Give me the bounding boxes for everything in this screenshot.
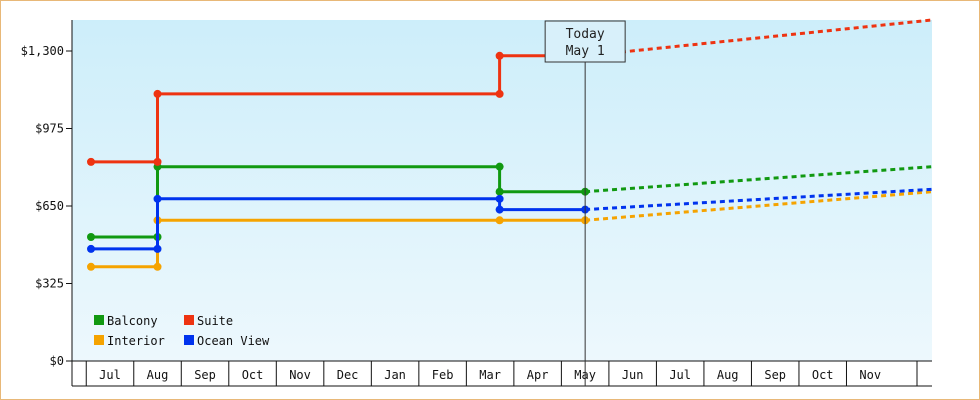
data-point (495, 216, 504, 225)
legend-item: Ocean View (184, 334, 270, 348)
legend-item: Balcony (94, 314, 158, 328)
series-line (91, 54, 586, 164)
legend-label: Interior (107, 334, 165, 348)
series-forecast-line (585, 187, 933, 212)
series-line (91, 197, 586, 251)
x-tick-label: Nov (859, 368, 881, 382)
axes-layer: $0 $325 $650 $975 $1,300 Jul Aug Sep Oct Nov Dec Ja… (21, 20, 932, 387)
x-tick-label: Aug (717, 368, 739, 382)
x-tick-label: Mar (479, 368, 501, 382)
series-layer (87, 18, 933, 271)
data-point (153, 244, 162, 253)
data-point (495, 187, 504, 196)
data-point (87, 233, 95, 241)
x-tick-label: Jul (669, 368, 691, 382)
legend-label: Balcony (107, 314, 158, 328)
series-line (91, 165, 586, 239)
data-point (495, 51, 504, 60)
data-point (153, 157, 162, 166)
x-tick-label: Oct (812, 368, 834, 382)
x-tick-label: Feb (432, 368, 454, 382)
x-tick-label: Dec (337, 368, 359, 382)
legend-item: Suite (184, 314, 233, 328)
series-forecast-line (584, 18, 933, 58)
series-suite (87, 18, 933, 166)
data-point (153, 89, 162, 98)
today-marker: Today May 1 (544, 20, 626, 386)
x-tick-label: Nov (289, 368, 311, 382)
data-point (495, 194, 504, 203)
x-tick-label: Apr (527, 368, 549, 382)
data-point (153, 262, 162, 271)
data-point (495, 162, 504, 171)
x-tick-label: Jul (99, 368, 121, 382)
y-tick-label: $1,300 (21, 44, 64, 58)
today-label: Today (566, 27, 605, 42)
series-ocean-view (87, 187, 933, 253)
x-tick-label: Sep (764, 368, 786, 382)
x-tick-label: Sep (194, 368, 216, 382)
today-date: May 1 (566, 44, 605, 59)
series-forecast-line (584, 165, 933, 194)
y-tick-label: $650 (35, 199, 64, 213)
x-tick-label: Aug (147, 368, 169, 382)
legend-swatch (94, 315, 104, 325)
legend-label: Ocean View (197, 334, 270, 348)
data-point (87, 262, 95, 271)
legend: Balcony Suite Interior Ocean View (94, 314, 270, 348)
legend-swatch (94, 335, 104, 345)
x-tick-label: Oct (242, 368, 264, 382)
y-tick-label: $325 (35, 277, 64, 291)
legend-item: Interior (94, 334, 165, 348)
x-tick-label: Jun (622, 368, 644, 382)
data-point (153, 194, 162, 203)
data-point (495, 205, 504, 214)
legend-swatch (184, 315, 194, 325)
data-point (87, 157, 95, 166)
today-box (544, 20, 626, 63)
x-tick-label: Jan (384, 368, 406, 382)
legend-label: Suite (197, 314, 233, 328)
data-point (495, 89, 504, 98)
y-tick-label: $0 (50, 354, 64, 368)
legend-swatch (184, 335, 194, 345)
y-tick-label: $975 (35, 122, 64, 136)
series-forecast-line (584, 190, 933, 222)
series-balcony (87, 162, 933, 241)
data-point (87, 244, 95, 253)
